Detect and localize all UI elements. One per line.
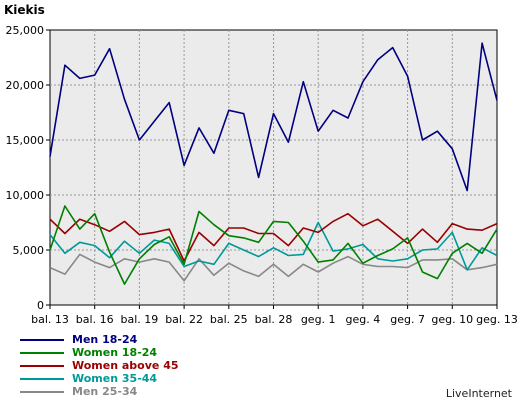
x-tick-label: bal. 16	[76, 313, 114, 326]
y-axis-title: Kiekis	[4, 3, 45, 17]
legend-swatch	[20, 365, 64, 367]
y-axis-ticks: 0 5,000 10,000 15,000 20,000 25,000	[6, 24, 50, 312]
x-tick-label: geg. 4	[346, 313, 381, 326]
x-tick-label: geg. 1	[301, 313, 336, 326]
legend-swatch	[20, 391, 64, 393]
legend-label: Women 18-24	[72, 346, 158, 359]
legend-label: Women above 45	[72, 359, 179, 372]
series-line-men-18-24	[49, 42, 498, 192]
x-tick-label: bal. 22	[165, 313, 203, 326]
y-tick-label: 0	[37, 299, 44, 312]
series-line-women-35-44	[49, 221, 498, 271]
y-tick-label: 25,000	[6, 24, 45, 37]
brand-label: LiveInternet	[445, 387, 512, 400]
series-lines	[49, 42, 498, 285]
x-tick-label: geg. 10	[431, 313, 473, 326]
series-line-women-above-45	[49, 212, 498, 262]
legend-label: Women 35-44	[72, 372, 158, 385]
x-tick-label: bal. 25	[210, 313, 248, 326]
legend-swatch	[20, 339, 64, 341]
x-tick-label: geg. 7	[390, 313, 425, 326]
x-tick-label: bal. 13	[31, 313, 69, 326]
x-tick-label: bal. 28	[255, 313, 293, 326]
x-tick-label: bal. 19	[121, 313, 159, 326]
legend-swatch	[20, 352, 64, 354]
legend-label: Men 25-34	[72, 385, 138, 398]
y-tick-label: 15,000	[6, 134, 45, 147]
legend-label: Men 18-24	[72, 333, 138, 346]
y-tick-label: 20,000	[6, 79, 45, 92]
series-line-men-25-34	[49, 253, 498, 282]
legend-swatch	[20, 378, 64, 380]
series-line-women-18-24	[49, 205, 498, 285]
y-tick-label: 10,000	[6, 189, 45, 202]
x-axis-ticks: bal. 13 bal. 16 bal. 19 bal. 22 bal. 25 bal. …	[31, 305, 518, 326]
x-tick-label: geg. 13	[476, 313, 518, 326]
y-tick-label: 5,000	[13, 244, 45, 257]
